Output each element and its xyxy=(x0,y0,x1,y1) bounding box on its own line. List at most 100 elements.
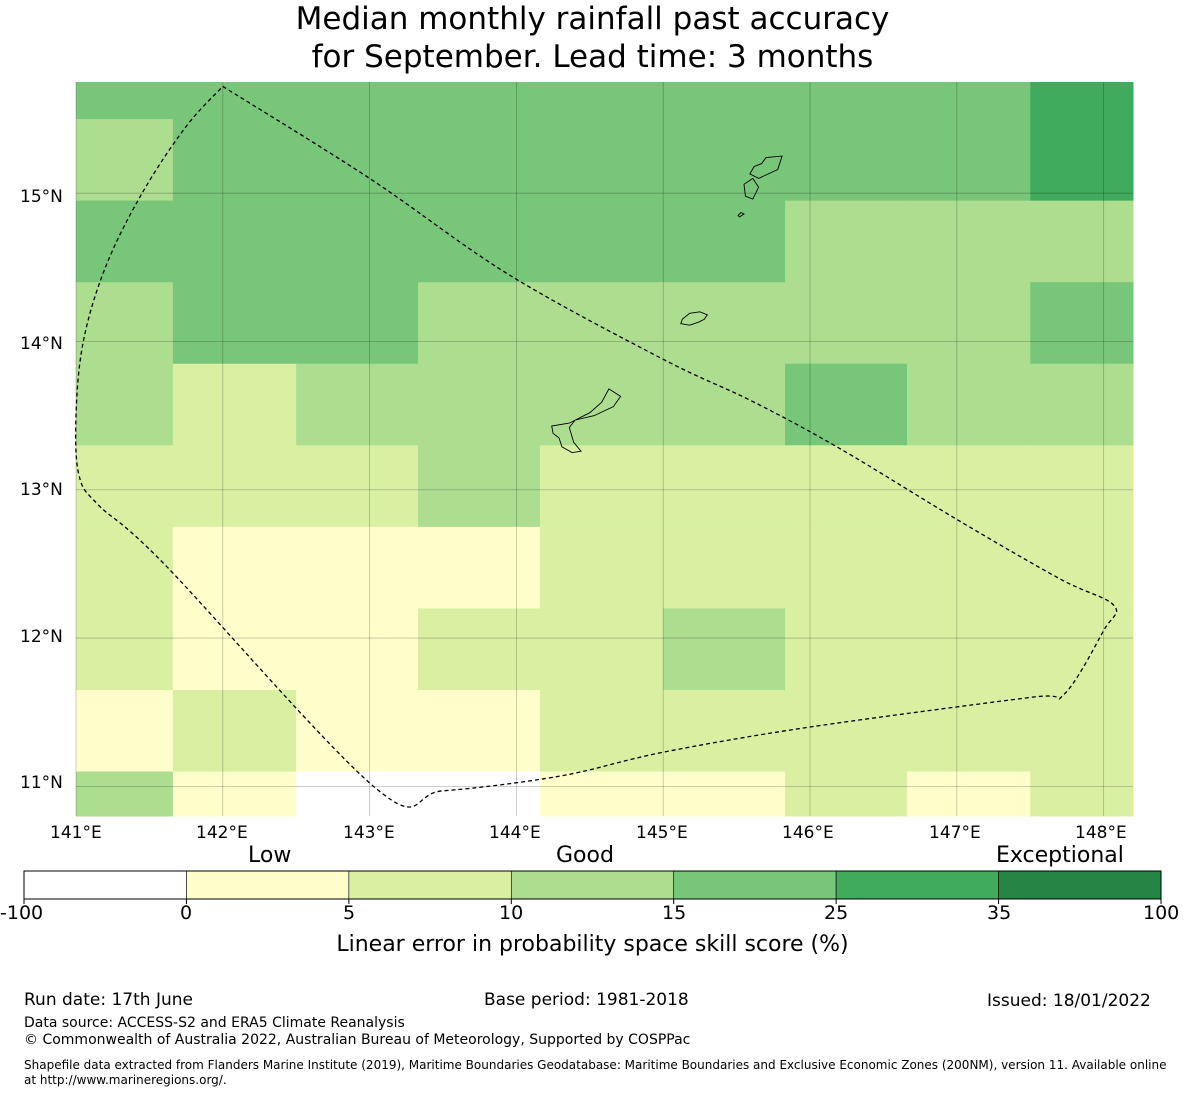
grid-cell xyxy=(418,82,541,120)
run-date: Run date: 17th June xyxy=(24,990,193,1010)
grid-cell xyxy=(906,200,1031,283)
shapefile-credit-line-1: Shapefile data extracted from Flanders M… xyxy=(24,1058,1167,1072)
colorbar-segment xyxy=(510,870,675,900)
grid-cell xyxy=(906,119,1031,202)
grid-cell xyxy=(1030,82,1134,120)
grid-cell xyxy=(76,445,174,528)
lat-label-14: 14°N xyxy=(20,334,63,354)
data-source: Data source: ACCESS-S2 and ERA5 Climate … xyxy=(24,1015,405,1031)
grid-cell xyxy=(1030,526,1134,609)
lon-label-143: 143°E xyxy=(343,823,395,843)
grid-cell xyxy=(663,526,786,609)
grid-cell xyxy=(76,608,174,691)
grid-cell xyxy=(539,119,664,202)
island-coastline xyxy=(737,211,745,218)
grid-cell xyxy=(76,119,174,202)
grid-cell xyxy=(1030,608,1134,691)
grid-cell xyxy=(906,445,1031,528)
grid-cell xyxy=(785,771,908,817)
lat-label-15: 15°N xyxy=(20,187,63,207)
grid-cell xyxy=(1030,282,1134,365)
lon-label-142: 142°E xyxy=(196,823,248,843)
colorbar-segment xyxy=(835,870,999,900)
grid-cell xyxy=(663,445,786,528)
grid-cell xyxy=(418,363,541,446)
base-period: Base period: 1981-2018 xyxy=(484,990,689,1010)
grid-cell xyxy=(785,689,908,773)
colorbar-frame xyxy=(23,870,1162,900)
colorbar-segment xyxy=(673,870,837,900)
grid-cell xyxy=(785,200,908,283)
grid-cell xyxy=(539,200,664,283)
grid-cell xyxy=(296,200,419,283)
grid-cell xyxy=(418,282,541,365)
grid-cell xyxy=(418,608,541,691)
grid-cell xyxy=(663,771,786,817)
lon-label-145: 145°E xyxy=(636,823,688,843)
grid-cell xyxy=(172,771,297,817)
colorbar-tick: 10 xyxy=(499,902,524,924)
colorbar-word-good: Good xyxy=(556,843,614,868)
title-line-2: for September. Lead time: 3 months xyxy=(311,39,874,75)
grid-cell xyxy=(906,282,1031,365)
lat-label-11: 11°N xyxy=(20,773,63,793)
island-coastline xyxy=(680,311,708,326)
grid-cell xyxy=(785,608,908,691)
grid-cell xyxy=(296,608,419,691)
grid-cell xyxy=(76,689,174,773)
colorbar xyxy=(23,870,1162,904)
grid-cell xyxy=(785,526,908,609)
grid-cell xyxy=(906,526,1031,609)
grid-cell xyxy=(296,771,419,817)
grid-cell xyxy=(76,282,174,365)
grid-cell xyxy=(785,282,908,365)
grid-cell xyxy=(172,363,297,446)
island-coastline xyxy=(743,177,760,200)
copyright: © Commonwealth of Australia 2022, Austra… xyxy=(24,1032,691,1048)
grid-cell xyxy=(1030,689,1134,773)
grid-cell xyxy=(76,363,174,446)
skill-grid-cells xyxy=(76,82,1134,817)
grid-cell xyxy=(172,82,297,120)
grid-cell xyxy=(172,608,297,691)
grid-cell xyxy=(418,771,541,817)
grid-cell xyxy=(785,119,908,202)
title-line-1: Median monthly rainfall past accuracy xyxy=(295,1,890,37)
grid-cell xyxy=(296,282,419,365)
grid-cell xyxy=(539,526,664,609)
colorbar-label: Linear error in probability space skill … xyxy=(336,932,849,957)
lon-label-146: 146°E xyxy=(782,823,834,843)
grid-cell xyxy=(76,771,174,817)
grid-cell xyxy=(76,82,174,120)
grid-cell xyxy=(539,363,664,446)
grid-cell xyxy=(663,200,786,283)
colorbar-tick: -100 xyxy=(0,902,44,924)
grid-cell xyxy=(663,689,786,773)
grid-cell xyxy=(296,119,419,202)
colorbar-tick: 35 xyxy=(987,902,1012,924)
grid-cell xyxy=(76,526,174,609)
grid-cell xyxy=(1030,445,1134,528)
map-title: Median monthly rainfall past accuracy fo… xyxy=(0,0,1185,76)
grid-cell xyxy=(663,363,786,446)
colorbar-tick: 100 xyxy=(1143,902,1180,924)
colorbar-tick: 15 xyxy=(662,902,687,924)
grid-cell xyxy=(418,200,541,283)
grid-cell xyxy=(663,608,786,691)
lat-label-13: 13°N xyxy=(20,480,63,500)
grid-cell xyxy=(539,689,664,773)
grid-cell xyxy=(906,608,1031,691)
grid-cell xyxy=(418,689,541,773)
grid-cell xyxy=(296,82,419,120)
issued-date: Issued: 18/01/2022 xyxy=(987,991,1151,1011)
grid-cell xyxy=(906,771,1031,817)
graticule xyxy=(75,82,1133,816)
grid-cell xyxy=(296,363,419,446)
grid-cell xyxy=(663,282,786,365)
grid-cell xyxy=(172,200,297,283)
grid-cell xyxy=(663,119,786,202)
grid-cell xyxy=(296,689,419,773)
island-coastline xyxy=(551,388,622,454)
grid-cell xyxy=(663,82,786,120)
grid-cell xyxy=(418,119,541,202)
